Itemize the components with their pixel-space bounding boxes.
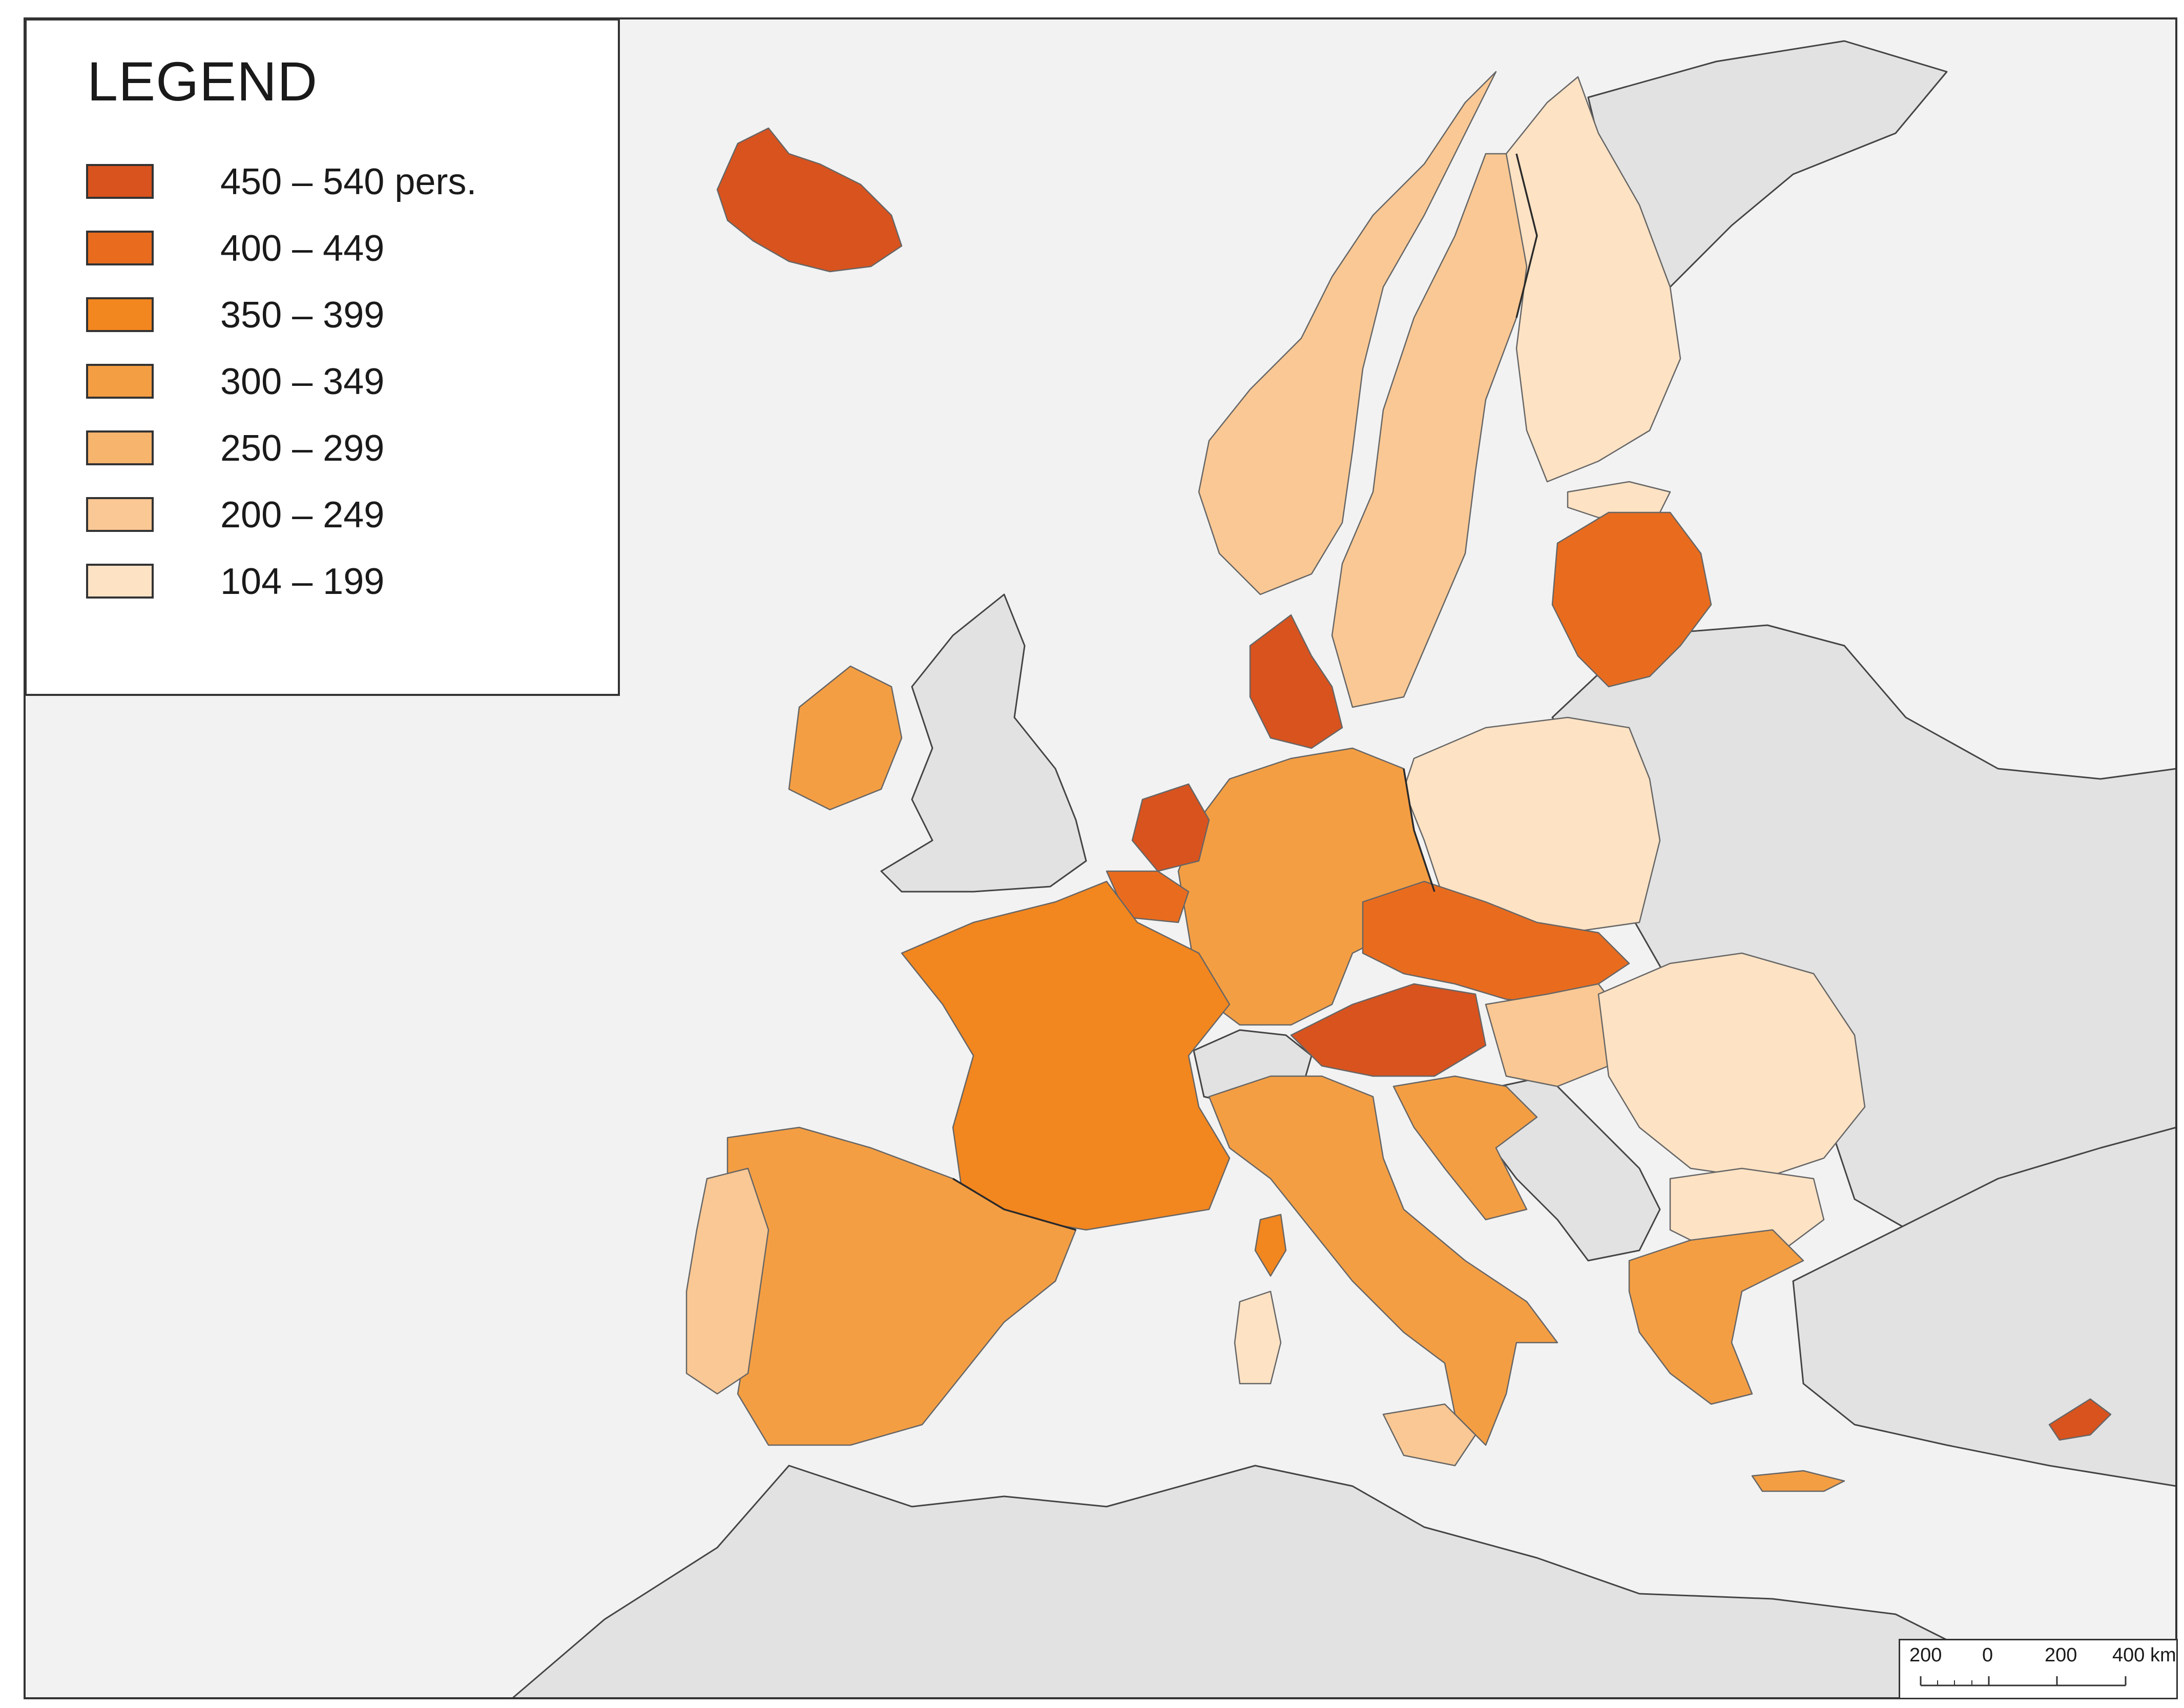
scale-label-200: 200 [2045, 1644, 2077, 1666]
region-corsica [1254, 1213, 1287, 1277]
border-sweden-finland [1515, 153, 1538, 318]
region-sicily [1382, 1403, 1476, 1467]
legend-swatch-5 [86, 430, 154, 465]
region-bulgaria [1669, 1167, 1825, 1251]
region-france [901, 880, 1231, 1231]
legend-swatch-7 [86, 564, 154, 599]
region-iceland [716, 127, 903, 273]
map-frame-border [24, 17, 2177, 1699]
legend-label-2: 400 – 449 [220, 228, 385, 269]
scale-label-400km: 400 km [2112, 1644, 2176, 1666]
legend-swatch-3 [86, 297, 154, 332]
border-germany-poland [1403, 768, 1436, 892]
non-eu-land-north-africa [511, 1465, 1948, 1699]
region-finland [1505, 76, 1681, 483]
region-austria [1290, 983, 1487, 1077]
legend-swatch-2 [86, 231, 154, 265]
region-denmark [1249, 614, 1343, 749]
region-italy [1208, 1075, 1558, 1446]
scale-bar-ruler [1920, 1676, 2127, 1686]
legend-swatch-1 [86, 164, 154, 199]
legend-label-7: 104 – 199 [220, 561, 385, 602]
non-eu-land-uk [880, 593, 1087, 893]
legend-label-5: 250 – 299 [220, 428, 385, 469]
region-slovenia-croatia [1392, 1075, 1538, 1221]
legend-swatch-6 [86, 497, 154, 532]
scale-label-zero: 0 [1982, 1644, 1993, 1666]
region-ireland [788, 665, 903, 811]
legend-swatch-4 [86, 364, 154, 399]
legend-title: LEGEND [87, 50, 318, 112]
legend: LEGEND 450 – 540 pers. 400 – 449 350 – 3… [25, 18, 620, 696]
region-poland [1403, 716, 1661, 934]
region-latvia-lithuania [1551, 511, 1712, 688]
region-crete [1751, 1470, 1845, 1492]
legend-label-1: 450 – 540 pers. [220, 161, 477, 202]
legend-label-6: 200 – 249 [220, 495, 385, 536]
scale-label-left-200: 200 [1909, 1644, 1942, 1666]
region-greece [1628, 1229, 1804, 1405]
border-france-spain [952, 1178, 1076, 1231]
legend-label-3: 350 – 399 [220, 295, 385, 336]
region-norway [1198, 71, 1497, 595]
region-cyprus [2048, 1398, 2112, 1441]
region-portugal [685, 1167, 769, 1395]
scale-bar: 200 0 200 400 km [1899, 1639, 2178, 1699]
region-sardinia [1234, 1290, 1282, 1385]
region-netherlands [1131, 783, 1210, 872]
legend-label-4: 300 – 349 [220, 361, 385, 402]
region-romania [1597, 952, 1866, 1180]
